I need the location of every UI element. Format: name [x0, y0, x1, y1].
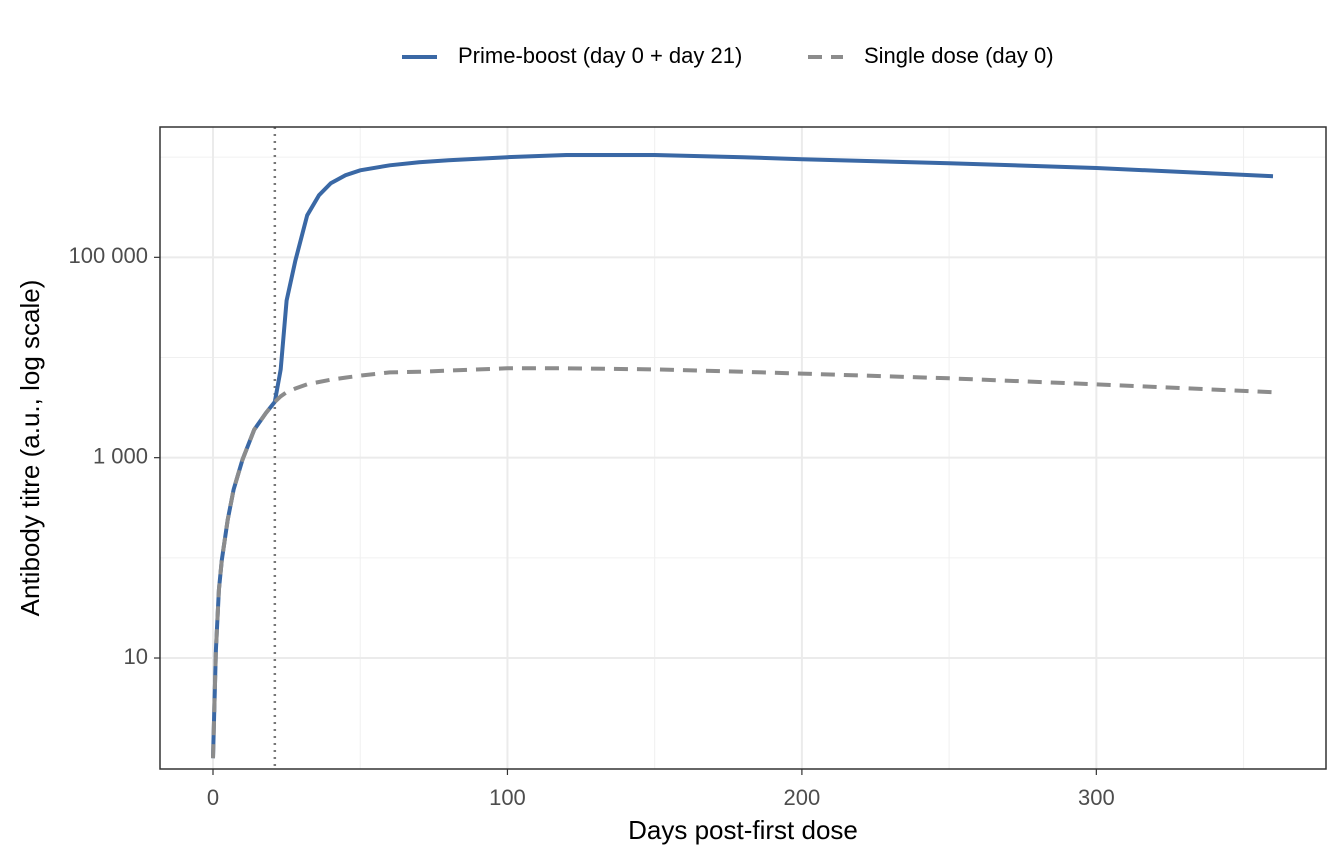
- x-tick-label: 100: [489, 785, 526, 810]
- y-tick-label: 100 000: [68, 243, 148, 268]
- x-tick-label: 0: [207, 785, 219, 810]
- series-line: [211, 153, 1274, 759]
- x-tick-label: 200: [784, 785, 821, 810]
- y-tick-label: 10: [124, 644, 148, 669]
- y-axis-title: Antibody titre (a.u., log scale): [15, 280, 45, 617]
- series-line: [211, 366, 1274, 759]
- legend-label: Single dose (day 0): [864, 43, 1054, 68]
- legend-label: Prime-boost (day 0 + day 21): [458, 43, 742, 68]
- y-tick-label: 1 000: [93, 443, 148, 468]
- panel-border: [159, 126, 1327, 770]
- x-axis-title: Days post-first dose: [628, 815, 858, 845]
- x-tick-label: 300: [1078, 785, 1115, 810]
